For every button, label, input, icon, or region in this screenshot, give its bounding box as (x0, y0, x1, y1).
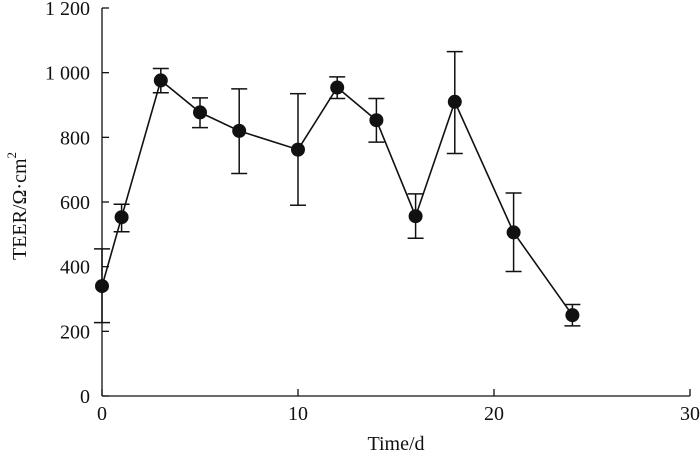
data-point (565, 308, 580, 323)
x-tick-label: 0 (97, 403, 107, 425)
data-point (291, 142, 305, 157)
x-ticks: 0 10 20 30 (97, 389, 700, 425)
data-point (447, 94, 462, 109)
x-tick-label: 20 (484, 403, 504, 425)
y-tick-label: 600 (60, 192, 90, 214)
data-point (330, 80, 345, 95)
data-point (369, 113, 384, 128)
data-point (232, 123, 247, 138)
y-ticks: 0 200 400 600 800 1 000 1 200 (45, 0, 109, 408)
data-point (95, 279, 109, 294)
plot-area (94, 50, 581, 327)
data-point (408, 209, 423, 224)
data-point (193, 105, 207, 120)
axes (101, 8, 690, 397)
y-axis-title-superscript: 2 (4, 152, 19, 159)
series-line (101, 79, 574, 316)
y-tick-label: 200 (60, 321, 90, 343)
y-axis-title-main: TEER/Ω·cm (9, 158, 31, 260)
data-point (153, 73, 168, 88)
data-point (506, 225, 521, 240)
y-tick-label: 0 (80, 386, 90, 408)
data-point (114, 210, 129, 225)
y-tick-label: 800 (60, 127, 90, 149)
y-tick-label: 1 000 (45, 63, 90, 85)
x-axis-title: Time/d (367, 433, 424, 455)
x-tick-label: 10 (288, 403, 308, 425)
y-tick-label: 1 200 (45, 0, 90, 20)
x-tick-label: 30 (680, 403, 700, 425)
y-axis-title: TEER/Ω·cm2 (4, 152, 31, 260)
y-tick-label: 400 (60, 257, 90, 279)
